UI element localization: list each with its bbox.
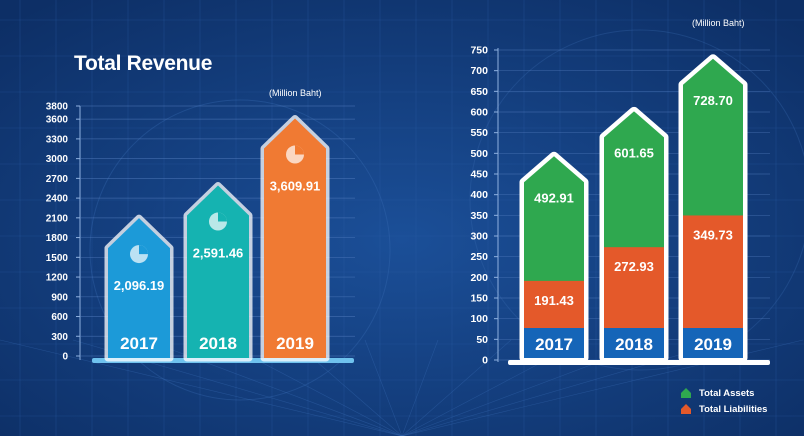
bar-2018 (187, 185, 249, 358)
y-tick-label: 2400 (46, 194, 69, 205)
year-band (683, 328, 743, 358)
pie-icon-slice (139, 245, 148, 255)
y-tick-label: 3300 (46, 134, 69, 145)
y-tick-label: 700 (470, 65, 488, 77)
year-band (524, 328, 584, 358)
legend: Total Assets Total Liabilities (680, 385, 767, 417)
house-icon (680, 403, 692, 415)
y-tick-label: 1200 (46, 273, 69, 284)
year-band (604, 328, 664, 358)
y-tick-label: 1800 (46, 233, 69, 244)
year-label: 2018 (615, 335, 653, 354)
bar-2019 (264, 118, 326, 358)
legend-label: Total Assets (699, 387, 755, 399)
value-label: 2,591.46 (193, 246, 244, 261)
assets-value-label: 601.65 (614, 145, 654, 160)
value-label: 2,096.19 (114, 278, 165, 293)
y-tick-label: 50 (476, 334, 488, 346)
pie-icon-slice (218, 212, 228, 222)
liabilities-value-label: 349.73 (693, 227, 733, 242)
y-tick-label: 2700 (46, 174, 69, 185)
y-tick-label: 250 (470, 251, 488, 263)
y-tick-label: 150 (470, 293, 488, 305)
bar-2017 (108, 218, 170, 358)
year-label: 2018 (199, 334, 237, 353)
liabilities-value-label: 272.93 (614, 259, 654, 274)
assets-value-label: 728.70 (693, 93, 733, 108)
y-tick-label: 600 (470, 107, 488, 119)
y-tick-label: 650 (470, 86, 488, 98)
y-tick-label: 0 (62, 352, 68, 363)
revenue-unit-label: (Million Baht) (269, 88, 322, 98)
balance-unit-label: (Million Baht) (692, 18, 745, 28)
liabilities-value-label: 191.43 (534, 293, 574, 308)
y-tick-label: 400 (470, 189, 488, 201)
value-label: 3,609.91 (270, 179, 321, 194)
y-tick-label: 1500 (46, 253, 69, 264)
y-tick-label: 200 (470, 272, 488, 284)
y-tick-label: 450 (470, 169, 488, 181)
y-tick-label: 3000 (46, 154, 69, 165)
y-tick-label: 750 (470, 45, 488, 57)
y-tick-label: 550 (470, 127, 488, 139)
legend-item-liabilities: Total Liabilities (680, 401, 767, 417)
y-tick-label: 3800 (46, 102, 69, 113)
y-tick-label: 500 (470, 148, 488, 160)
year-label: 2019 (694, 335, 732, 354)
legend-label: Total Liabilities (699, 403, 768, 415)
house-icon (680, 387, 692, 399)
assets-value-label: 492.91 (534, 190, 574, 205)
chart-title: Total Revenue (74, 52, 213, 75)
y-tick-label: 3600 (46, 115, 69, 126)
pie-icon-slice (295, 145, 304, 155)
legend-item-assets: Total Assets (680, 385, 767, 401)
y-tick-label: 900 (51, 292, 68, 303)
year-label: 2017 (120, 334, 158, 353)
y-tick-label: 600 (51, 312, 68, 323)
y-tick-label: 2100 (46, 213, 69, 224)
y-tick-label: 300 (470, 231, 488, 243)
y-tick-label: 0 (482, 355, 488, 367)
y-tick-label: 350 (470, 210, 488, 222)
y-tick-label: 100 (470, 313, 488, 325)
year-label: 2017 (535, 335, 573, 354)
year-label: 2019 (276, 334, 314, 353)
y-tick-label: 300 (51, 332, 68, 343)
